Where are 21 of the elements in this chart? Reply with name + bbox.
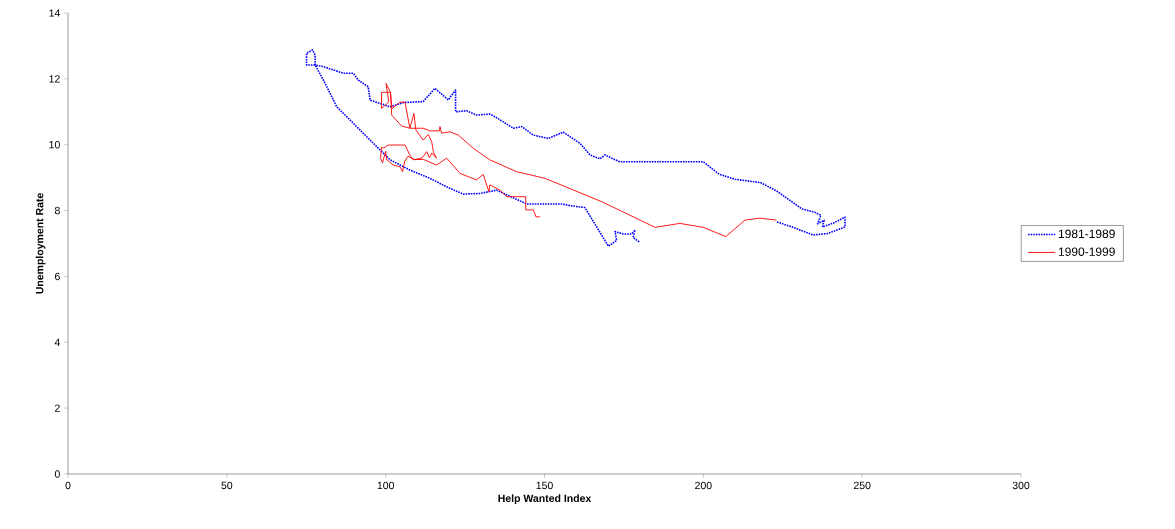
y-tick-label: 12: [49, 75, 60, 83]
y-axis-title: Unemployment Rate: [35, 193, 46, 294]
x-tick-label: 300: [1012, 481, 1030, 490]
legend-label: 1990-1999: [1058, 247, 1115, 256]
y-tick-label: 10: [49, 140, 60, 149]
y-tick-label: 6: [55, 272, 60, 281]
x-tick-label: 150: [536, 481, 553, 490]
x-tick-label: 100: [377, 481, 395, 490]
line-series: [305, 49, 846, 247]
y-tick-label: 14: [49, 9, 60, 17]
y-tick-label: 8: [54, 206, 60, 215]
x-tick-label: 0: [65, 481, 71, 490]
y-tick-label: 0: [54, 470, 60, 478]
legend-label: 1981-1989: [1058, 229, 1115, 239]
y-tick-label: 2: [55, 404, 60, 412]
x-axis-title: Help Wanted Index: [498, 494, 592, 505]
x-tick-label: 250: [853, 481, 871, 490]
line-series: [380, 83, 777, 238]
x-tick-label: 50: [221, 481, 233, 490]
y-tick-label: 4: [54, 338, 60, 346]
x-tick-label: 200: [695, 481, 712, 490]
